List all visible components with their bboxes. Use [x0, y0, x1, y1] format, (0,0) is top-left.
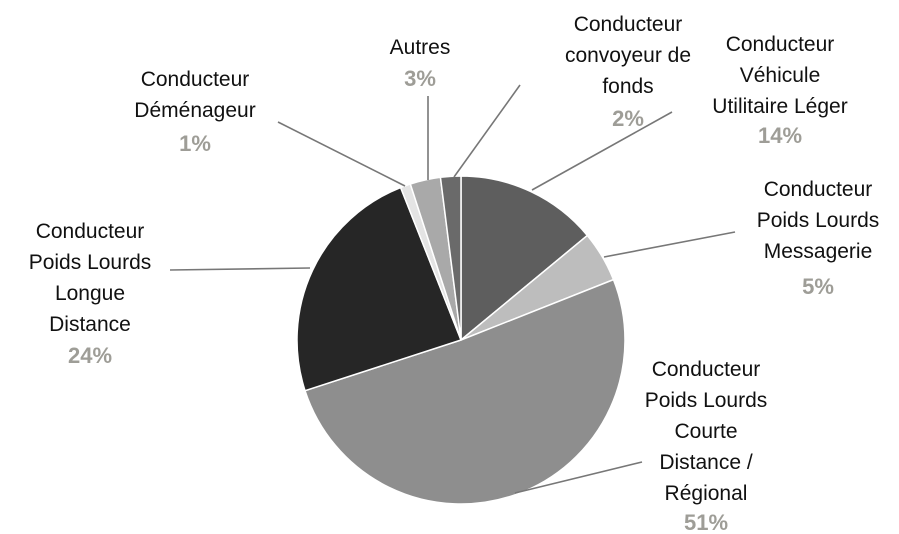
leader-line [453, 84, 521, 178]
pie-slice [304, 278, 626, 505]
slice-percent: 2% [612, 106, 644, 131]
slice-label-line: Conducteur [764, 178, 873, 201]
slice-label: Conducteur Poids Lourds Longue Distance [29, 220, 152, 336]
slice-label-line: convoyeur de [565, 44, 691, 67]
leader-line [603, 231, 736, 258]
slice-label-line: Distance / [659, 451, 753, 474]
slice-percent: 51% [684, 510, 728, 534]
slice-percent: 24% [68, 343, 112, 368]
slice-label: Conducteur Véhicule Utilitaire Léger [712, 33, 847, 118]
leader-line [169, 267, 311, 271]
slice-percent: 3% [404, 66, 436, 91]
slice-percent: 14% [758, 123, 802, 148]
slice-label-line: Véhicule [740, 64, 821, 87]
slice-percent: 5% [802, 274, 834, 299]
slice-label-line: Régional [665, 482, 748, 505]
slice-percent: 1% [179, 131, 211, 156]
slice-label-line: Distance [49, 313, 131, 336]
slice-label-line: Utilitaire Léger [712, 95, 847, 118]
pie-slice [460, 175, 589, 342]
slice-label-line: fonds [602, 75, 653, 98]
slice-label: Conducteur Déménageur [134, 68, 255, 122]
slice-label-line: Conducteur [726, 33, 835, 56]
leader-line [531, 111, 673, 191]
slice-label-line: Conducteur [141, 68, 250, 91]
slice-label-line: Déménageur [134, 99, 255, 122]
slice-label-line: Conducteur [574, 13, 683, 36]
slice-label: Conducteur convoyeur de fonds [565, 13, 691, 98]
slice-label-line: Messagerie [764, 240, 873, 263]
slice-label-line: Courte [674, 420, 737, 443]
slice-label-line: Autres [390, 36, 451, 59]
slice-label-line: Conducteur [652, 358, 761, 381]
slice-label: Autres [390, 36, 451, 59]
slice-label-line: Poids Lourds [29, 251, 152, 274]
slice-label: Conducteur Poids Lourds Messagerie [757, 178, 880, 263]
slice-label-line: Longue [55, 282, 125, 305]
pie-slice [439, 175, 462, 341]
slice-label-line: Conducteur [36, 220, 145, 243]
slice-label-line: Poids Lourds [645, 389, 768, 412]
leader-line [277, 121, 406, 187]
leader-line [514, 461, 643, 494]
slice-label: Conducteur Poids Lourds Courte Distance / Ré… [645, 358, 768, 505]
slice-label-line: Poids Lourds [757, 209, 880, 232]
